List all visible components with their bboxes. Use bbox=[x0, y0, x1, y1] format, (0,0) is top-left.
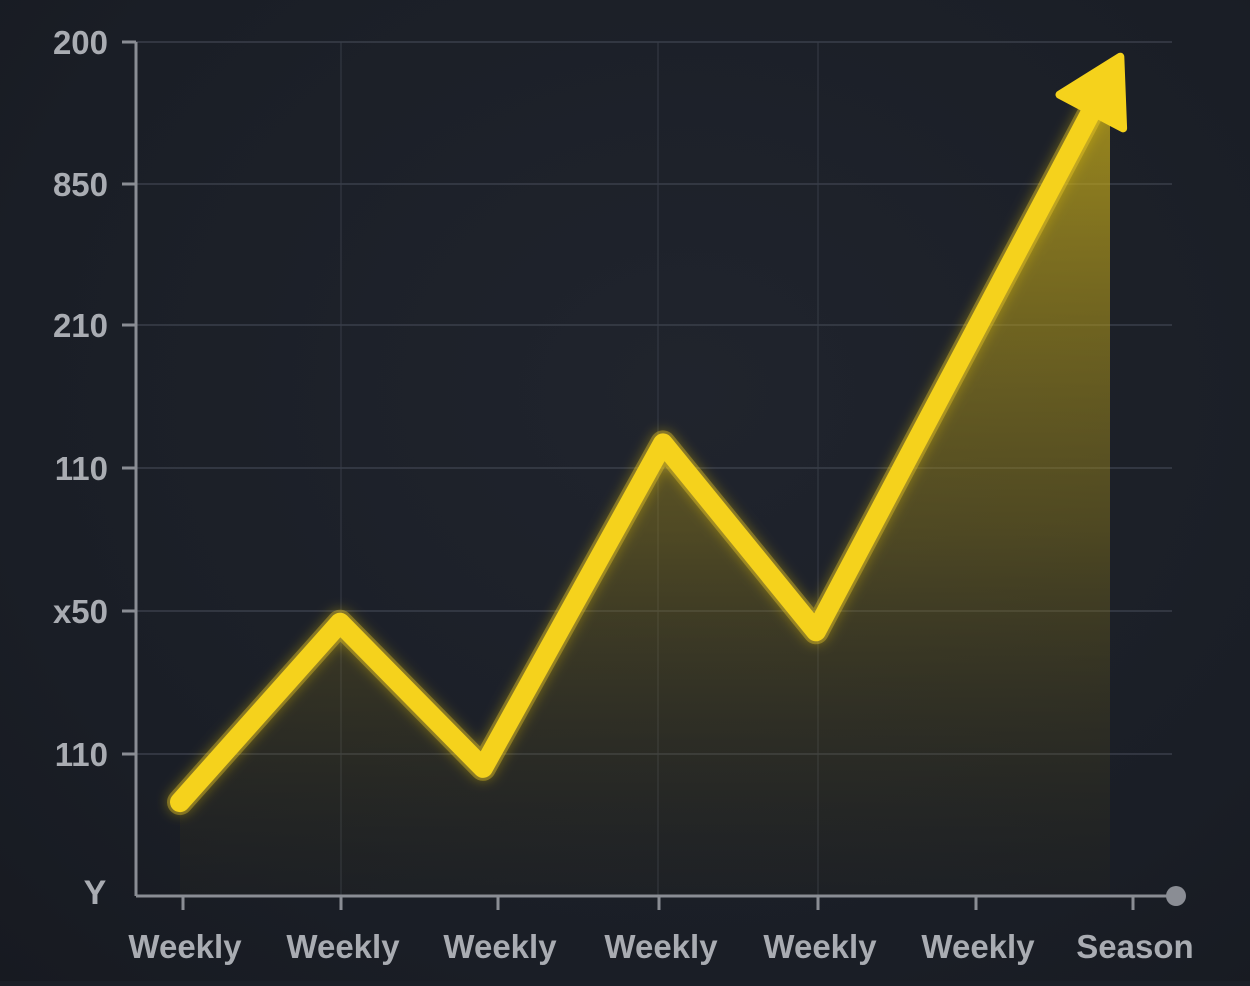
data-point bbox=[481, 766, 485, 770]
x-tick-label: Weekly bbox=[921, 928, 1035, 965]
x-tick-label: Season bbox=[1076, 928, 1193, 965]
y-tick-label: 110 bbox=[55, 450, 108, 487]
x-axis-end-dot bbox=[1166, 886, 1186, 906]
x-tick-label: Weekly bbox=[286, 928, 400, 965]
data-point bbox=[178, 800, 182, 804]
x-tick-label: Weekly bbox=[763, 928, 877, 965]
y-tick-label: 850 bbox=[53, 166, 108, 203]
data-point bbox=[814, 629, 818, 633]
y-tick-label: 110 bbox=[55, 736, 108, 773]
x-tick-label: Weekly bbox=[443, 928, 557, 965]
series-line bbox=[167, 52, 1128, 816]
x-tick-label: Weekly bbox=[128, 928, 242, 965]
y-axis-label: Y bbox=[84, 874, 107, 912]
data-point bbox=[661, 441, 665, 445]
axes bbox=[122, 40, 1186, 910]
y-tick-label: 210 bbox=[53, 307, 108, 344]
arrowhead-icon bbox=[1055, 52, 1128, 133]
tick-labels: 200 850 210 110 x50 110 Y Weekly Weekly Weekly Wee… bbox=[53, 24, 1194, 965]
data-point bbox=[338, 621, 342, 625]
y-tick-label: x50 bbox=[53, 593, 108, 630]
series-line-path bbox=[170, 82, 1112, 813]
y-tick-label: 200 bbox=[53, 24, 108, 61]
x-tick-label: Weekly bbox=[604, 928, 718, 965]
